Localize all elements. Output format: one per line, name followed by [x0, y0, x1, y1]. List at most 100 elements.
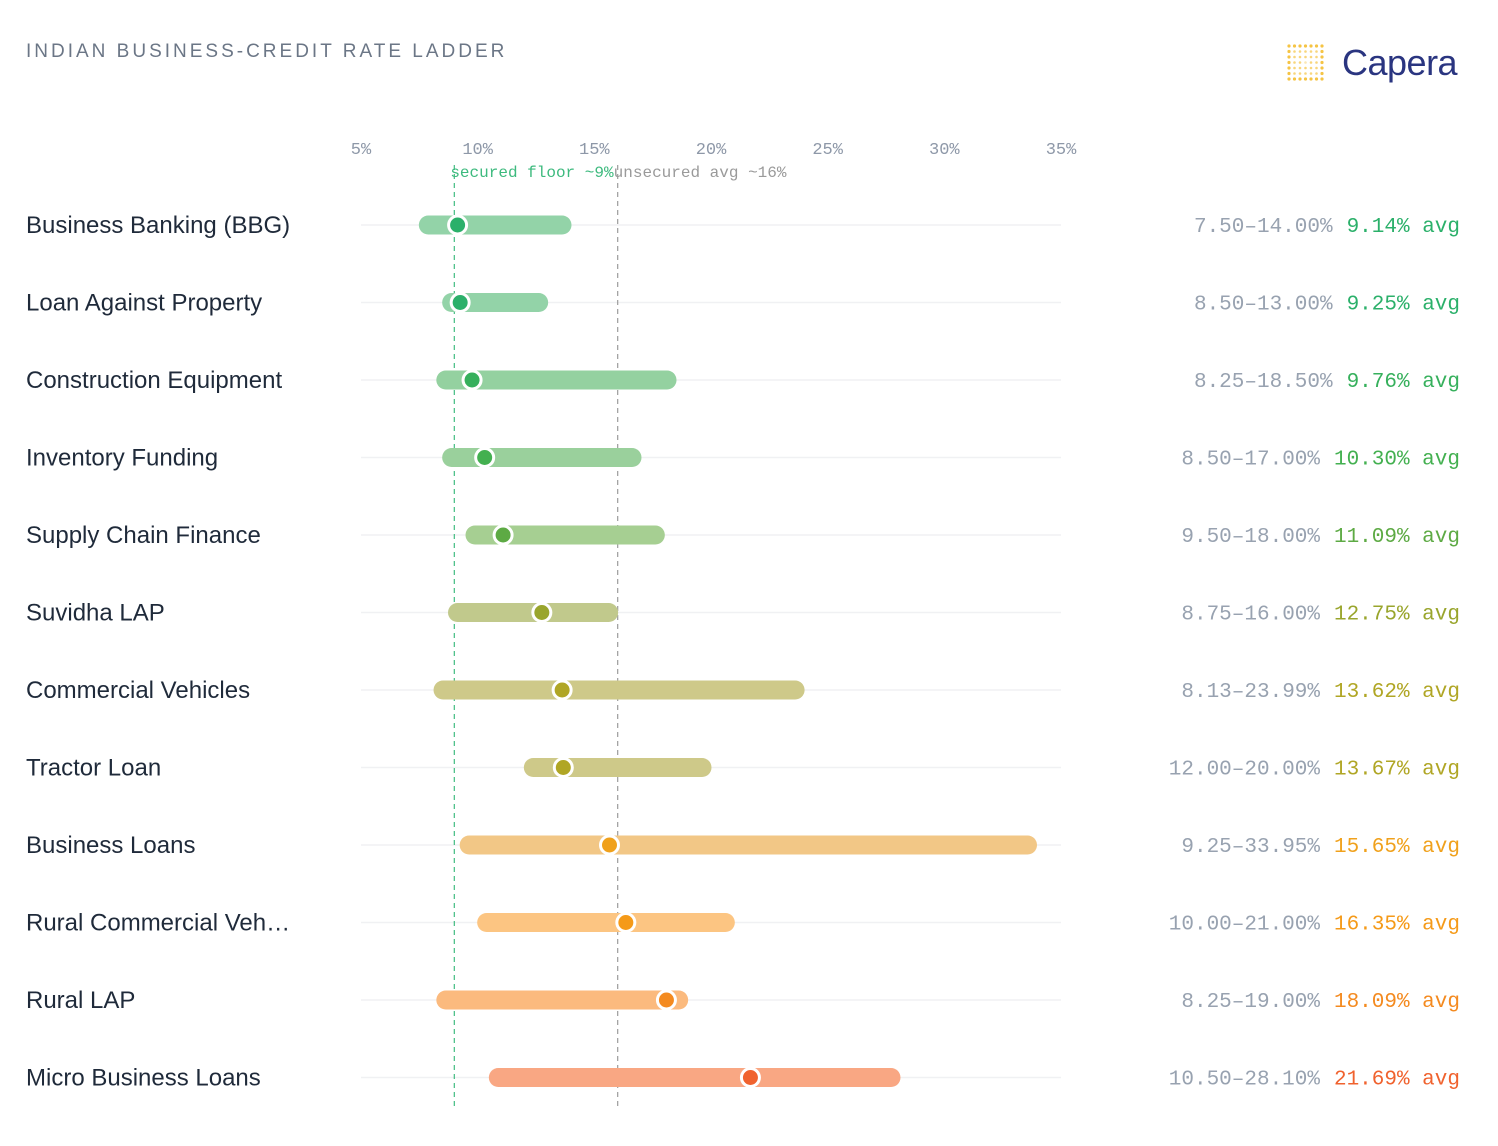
- range-label: 8.75–16.00%: [1181, 604, 1320, 627]
- logo-dot: [1298, 55, 1302, 59]
- logo-dot: [1298, 44, 1302, 48]
- chart-row: Loan Against Property 9.25% avg 8.50–13.00…: [26, 290, 1460, 317]
- avg-dot: [461, 369, 483, 391]
- row-name: Tractor Loan: [26, 755, 161, 782]
- row-name: Business Banking (BBG): [26, 212, 290, 239]
- logo-dot: [1320, 66, 1324, 70]
- logo-dot: [1287, 66, 1291, 70]
- logo-dot: [1320, 77, 1324, 81]
- brand-name: Capera: [1342, 42, 1458, 83]
- avg-dot: [655, 989, 677, 1011]
- logo-dot: [1298, 61, 1302, 64]
- x-tick-label: 15%: [579, 141, 610, 160]
- x-tick-label: 30%: [929, 141, 960, 160]
- avg-dot: [599, 834, 620, 856]
- chart-row: Rural LAP 18.09% avg 8.25–19.00%: [26, 987, 1460, 1014]
- chart-row: Construction Equipment 9.76% avg 8.25–18.5…: [26, 367, 1460, 394]
- chart-title: INDIAN BUSINESS-CREDIT RATE LADDER: [26, 41, 508, 62]
- avg-dot: [531, 602, 553, 623]
- logo-dot: [1315, 72, 1318, 75]
- avg-label: 9.76% avg: [1347, 371, 1460, 394]
- range-label: 9.25–33.95%: [1181, 836, 1320, 859]
- avg-label: 10.30% avg: [1334, 449, 1460, 472]
- chart-row: Suvidha LAP 12.75% avg 8.75–16.00%: [26, 600, 1460, 627]
- range-label: 8.50–13.00%: [1194, 294, 1333, 317]
- x-tick-label: 20%: [696, 141, 727, 160]
- brand-logo: Capera: [1286, 42, 1458, 84]
- avg-dot: [449, 292, 471, 313]
- chart-row: Supply Chain Finance 11.09% avg 9.50–18.00…: [26, 522, 1460, 549]
- logo-dot: [1309, 66, 1313, 70]
- avg-dot: [474, 447, 496, 468]
- avg-label: 18.09% avg: [1334, 991, 1460, 1014]
- logo-dot: [1315, 55, 1318, 59]
- logo-dot: [1293, 50, 1296, 53]
- row-name: Construction Equipment: [26, 367, 282, 394]
- logo-dot: [1320, 55, 1324, 59]
- logo-dot: [1287, 55, 1291, 59]
- row-name: Business Loans: [26, 832, 195, 859]
- row-name: Rural Commercial Veh…: [26, 910, 290, 937]
- chart-row: Rural Commercial Veh… 16.35% avg 10.00–21.…: [26, 910, 1460, 937]
- logo-dot: [1314, 77, 1319, 81]
- avg-dot: [447, 214, 469, 236]
- avg-dot: [492, 524, 514, 546]
- avg-label: 16.35% avg: [1334, 914, 1460, 937]
- chart-row: Inventory Funding 10.30% avg 8.50–17.00%: [26, 445, 1460, 472]
- logo-dot: [1298, 66, 1302, 70]
- row-name: Supply Chain Finance: [26, 522, 261, 549]
- row-name: Inventory Funding: [26, 445, 218, 472]
- chart-row: Tractor Loan 13.67% avg 12.00–20.00%: [26, 755, 1460, 782]
- x-tick-label: 10%: [462, 141, 493, 160]
- range-label: 10.00–21.00%: [1169, 914, 1321, 937]
- avg-label: 11.09% avg: [1334, 526, 1460, 549]
- logo-dot: [1298, 72, 1302, 75]
- logo-dot: [1309, 72, 1313, 75]
- avg-label: 9.14% avg: [1347, 216, 1460, 239]
- range-label: 10.50–28.10%: [1169, 1069, 1321, 1092]
- avg-label: 13.62% avg: [1334, 681, 1460, 704]
- logo-dot: [1304, 66, 1307, 70]
- logo-dot: [1287, 49, 1291, 54]
- logo-dot: [1309, 44, 1313, 48]
- unsecured-avg-label: unsecured avg ~16%: [614, 164, 787, 182]
- logo-dot: [1320, 44, 1324, 48]
- logo-dot: [1298, 77, 1302, 81]
- avg-label: 12.75% avg: [1334, 604, 1460, 627]
- logo-dot: [1320, 71, 1324, 76]
- logo-dot: [1303, 44, 1308, 48]
- logo-dot: [1309, 77, 1313, 81]
- range-label: 8.50–17.00%: [1181, 449, 1320, 472]
- avg-label: 15.65% avg: [1334, 836, 1460, 859]
- logo-dot: [1309, 55, 1313, 59]
- dot-grid-icon: [1287, 44, 1324, 81]
- row-name: Loan Against Property: [26, 290, 262, 317]
- range-label: 8.13–23.99%: [1181, 681, 1320, 704]
- chart-row: Business Banking (BBG) 9.14% avg 7.50–14.0…: [26, 212, 1460, 239]
- logo-dot: [1315, 66, 1318, 70]
- row-name: Suvidha LAP: [26, 600, 165, 627]
- logo-dot: [1320, 60, 1324, 65]
- chart-row: Commercial Vehicles 13.62% avg 8.13–23.99%: [26, 677, 1460, 704]
- logo-dot: [1292, 77, 1297, 81]
- logo-dot: [1303, 77, 1308, 81]
- logo-dot: [1304, 61, 1307, 64]
- logo-dot: [1293, 66, 1296, 70]
- logo-dot: [1287, 77, 1291, 81]
- logo-dot: [1298, 50, 1302, 53]
- x-tick-label: 35%: [1046, 141, 1077, 160]
- avg-label: 21.69% avg: [1334, 1069, 1460, 1092]
- logo-dot: [1293, 55, 1296, 59]
- row-name: Rural LAP: [26, 987, 135, 1014]
- logo-dot: [1315, 50, 1318, 53]
- chart-row: Micro Business Loans 21.69% avg 10.50–28.1…: [26, 1065, 1460, 1092]
- logo-dot: [1314, 44, 1319, 48]
- range-label: 8.25–18.50%: [1194, 371, 1333, 394]
- logo-dot: [1304, 50, 1307, 53]
- logo-dot: [1293, 72, 1296, 75]
- x-tick-label: 5%: [351, 141, 372, 160]
- range-label: 9.50–18.00%: [1181, 526, 1320, 549]
- logo-dot: [1304, 72, 1307, 75]
- avg-dot: [551, 679, 573, 701]
